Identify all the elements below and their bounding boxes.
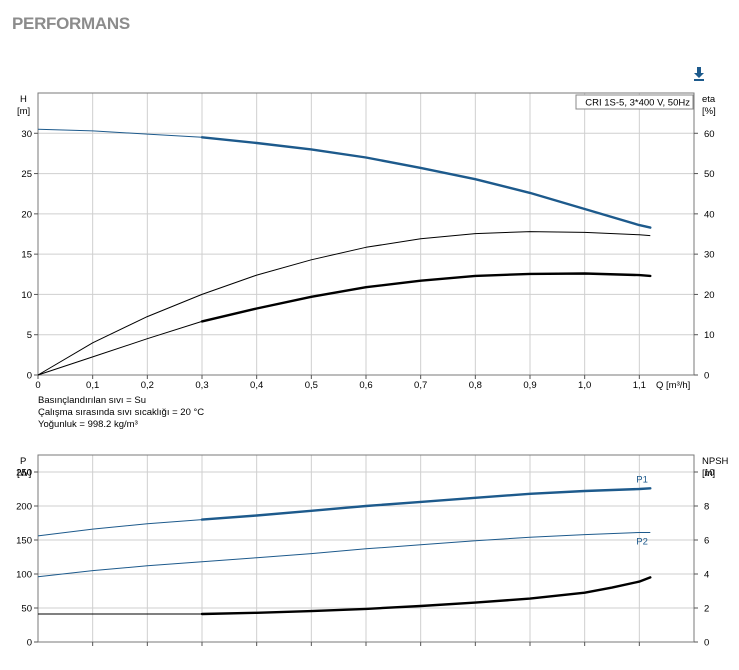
left-tick-label: 100	[16, 570, 32, 581]
series-label-P1: P1	[636, 474, 648, 485]
page-title: PERFORMANS	[12, 14, 130, 33]
series-line-eta_bold	[37, 273, 651, 376]
x-tick-label: 1,1	[633, 380, 646, 391]
caption-box	[575, 94, 694, 110]
left-axis-unit: [W]	[17, 468, 31, 479]
left-tick-label: 250	[16, 468, 32, 479]
x-tick-label: 0,5	[305, 380, 318, 391]
right-tick-label: 60	[704, 129, 715, 140]
x-tick-label: 0,4	[250, 380, 263, 391]
left-axis-unit: [m]	[17, 106, 30, 117]
left-tick-label: 15	[21, 250, 32, 261]
left-tick-label: 10	[21, 290, 32, 301]
right-tick-label: 6	[704, 536, 709, 547]
right-tick-label: 20	[704, 290, 715, 301]
right-axis-unit: [%]	[702, 106, 716, 117]
chart-caption: CRI 1S-5, 3*400 V, 50Hz	[585, 98, 690, 109]
left-tick-label: 200	[16, 502, 32, 513]
series-line-bold-eta_bold	[200, 272, 652, 323]
left-tick-label: 5	[27, 330, 32, 341]
right-tick-label: 0	[704, 638, 709, 649]
right-tick-label: 40	[704, 209, 715, 220]
x-tick-label: 0	[35, 380, 40, 391]
x-tick-label: 0,7	[414, 380, 427, 391]
series-line-P2	[37, 532, 651, 578]
series-line-P1	[37, 487, 651, 537]
left-axis-label: P	[20, 456, 26, 467]
x-tick-label: 0,8	[469, 380, 482, 391]
x-tick-label: 0,1	[86, 380, 99, 391]
right-tick-label: 50	[704, 169, 715, 180]
right-axis-label: NPSH	[702, 456, 729, 467]
right-tick-label: 2	[704, 604, 709, 615]
right-tick-label: 0	[704, 371, 709, 382]
right-axis-unit: [m]	[702, 468, 715, 479]
right-tick-label: 8	[704, 502, 709, 513]
left-tick-label: 0	[27, 638, 32, 649]
series-line-bold-H	[200, 136, 652, 229]
x-tick-label: 0,2	[141, 380, 154, 391]
left-tick-label: 25	[21, 169, 32, 180]
left-tick-label: 20	[21, 209, 32, 220]
left-tick-label: 30	[21, 129, 32, 140]
note-liquid: Basınçlandırılan sıvı = Su	[38, 395, 146, 406]
x-tick-label: 1,0	[578, 380, 591, 391]
left-tick-label: 0	[27, 371, 32, 382]
x-tick-label: 0,3	[195, 380, 208, 391]
series-label-P2: P2	[636, 537, 648, 548]
series-line-eta_thin	[37, 231, 651, 376]
x-tick-label: 0,9	[523, 380, 536, 391]
series-line-bold-P1	[200, 487, 652, 521]
right-tick-label: 30	[704, 250, 715, 261]
download-arrow-icon[interactable]	[691, 66, 707, 82]
left-tick-label: 50	[21, 604, 32, 615]
x-tick-label: 0,6	[359, 380, 372, 391]
right-tick-label: 4	[704, 570, 709, 581]
right-axis-label: eta	[702, 94, 716, 105]
series-line-bold-NPSH	[200, 576, 652, 616]
x-axis-label: Q [m³/h]	[656, 380, 690, 391]
right-tick-label: 10	[704, 330, 715, 341]
right-tick-label: 10	[704, 468, 715, 479]
series-line-H	[37, 128, 651, 229]
note-density: Yoğunluk = 998.2 kg/m³	[38, 419, 138, 430]
note-temperature: Çalışma sırasında sıvı sıcaklığı = 20 °C	[38, 407, 205, 418]
left-axis-label: H	[20, 94, 27, 105]
left-tick-label: 150	[16, 536, 32, 547]
